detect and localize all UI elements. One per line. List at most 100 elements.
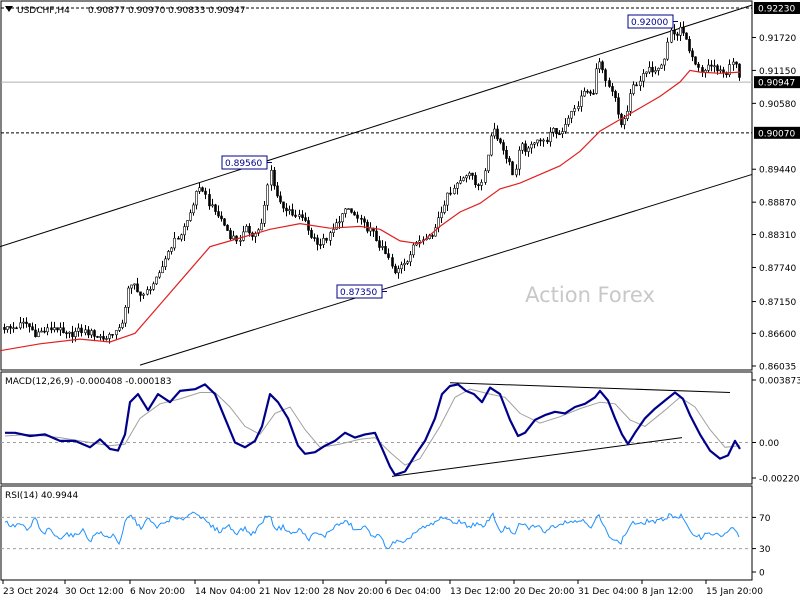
candle-body — [518, 149, 521, 170]
time-tick-label: 6 Nov 20:00 — [130, 587, 185, 597]
candle-body — [539, 139, 542, 142]
candle-body — [366, 221, 369, 232]
candle-body — [43, 330, 46, 333]
candle-body — [688, 38, 691, 52]
price-reference-lines — [1, 7, 752, 134]
candle-body — [573, 108, 576, 112]
candle-body — [642, 73, 645, 82]
macd-tick-label: -0.002201 — [759, 475, 800, 485]
time-tick-label: 13 Dec 12:00 — [450, 587, 511, 597]
candle-body — [118, 327, 121, 331]
candle-body — [530, 143, 533, 149]
candle-body — [214, 204, 217, 212]
macd-lines — [4, 383, 741, 476]
price-tick-label: 0.87740 — [759, 264, 796, 274]
candle-body — [350, 208, 353, 213]
candle-body — [666, 41, 669, 60]
price-axis: 0.92230 0.91720 0.91150 0.90580 0.90070 0.894… — [752, 2, 800, 373]
candle-body — [294, 214, 297, 217]
candle-body — [555, 128, 558, 135]
price-label-box — [754, 2, 800, 14]
collapse-triangle-icon[interactable] — [5, 6, 13, 12]
candle-body — [682, 26, 685, 34]
candle-body — [84, 329, 87, 334]
candle-body — [273, 169, 276, 187]
candle-body — [257, 229, 260, 234]
candle-body — [217, 211, 220, 217]
candle-body — [446, 192, 449, 206]
candle-body — [223, 218, 226, 226]
candle-body — [685, 32, 688, 40]
candle-body — [465, 175, 468, 179]
candle-body — [37, 331, 40, 337]
candle-body — [201, 187, 204, 192]
candle-body — [592, 93, 595, 95]
price-callouts: 0.89560 0.87350 0.92000 — [221, 14, 678, 299]
rsi-pane — [0, 485, 753, 581]
candle-body — [12, 327, 15, 330]
rsi-levels — [1, 516, 752, 550]
candle-body — [108, 333, 111, 339]
candle-body — [59, 327, 62, 331]
candle-body — [651, 66, 654, 73]
candle-body — [440, 212, 443, 219]
candle-body — [645, 71, 648, 74]
macd-axis: 0.003873 0.00 -0.002201 — [752, 377, 800, 485]
candle-body — [381, 246, 384, 248]
callout-label: 0.87350 — [340, 288, 377, 298]
candle-body — [391, 257, 394, 267]
candle-body — [53, 327, 56, 331]
candle-body — [332, 228, 335, 234]
candle-body — [586, 90, 589, 93]
candle-body — [487, 154, 490, 172]
candle-body — [133, 283, 136, 286]
price-tick-label: 0.90070 — [758, 129, 795, 139]
time-tick-label: 14 Nov 04:00 — [195, 587, 256, 597]
price-tick-label: 0.89440 — [759, 166, 796, 176]
candle-body — [617, 97, 620, 115]
candle-body — [601, 61, 604, 71]
candle-body — [229, 230, 232, 240]
macd-tick-label: 0.00 — [759, 439, 779, 449]
rsi-tick-label: 0 — [759, 569, 765, 579]
candle-body — [232, 235, 235, 240]
candle-body — [732, 61, 735, 65]
candle-body — [710, 64, 713, 67]
candle-body — [149, 288, 152, 291]
candle-body — [722, 69, 725, 73]
candle-body — [490, 135, 493, 156]
macd-trendline-upper — [449, 382, 731, 393]
candle-body — [694, 56, 697, 65]
candle-body — [397, 268, 400, 274]
candle-body — [654, 70, 657, 73]
symbol-title: USDCHF,H4 — [17, 6, 70, 16]
candle-body — [437, 217, 440, 229]
macd-pane — [0, 371, 753, 485]
candle-body — [663, 58, 666, 66]
rsi-tick-label: 70 — [759, 514, 771, 524]
candle-body — [291, 209, 294, 216]
candle-body — [713, 65, 716, 68]
candle-body — [719, 69, 722, 72]
candle-body — [443, 204, 446, 213]
candle-body — [99, 336, 102, 338]
candle-body — [192, 204, 195, 214]
rsi-tick-label: 30 — [759, 545, 771, 555]
rsi-label: RSI(14) 40.9944 — [5, 491, 78, 501]
candle-body — [341, 213, 344, 223]
candle-body — [394, 265, 397, 274]
candle-body — [313, 237, 316, 239]
candle-body — [477, 184, 480, 186]
candle-body — [102, 336, 105, 340]
candle-body — [245, 225, 248, 233]
candle-body — [288, 209, 291, 212]
time-tick-label: 8 Jan 12:00 — [642, 587, 694, 597]
macd-signal-line — [4, 388, 741, 466]
candle-body — [521, 143, 524, 151]
candle-body — [623, 118, 626, 126]
candle-body — [155, 276, 158, 285]
candle-body — [338, 221, 341, 224]
candle-body — [164, 258, 167, 268]
